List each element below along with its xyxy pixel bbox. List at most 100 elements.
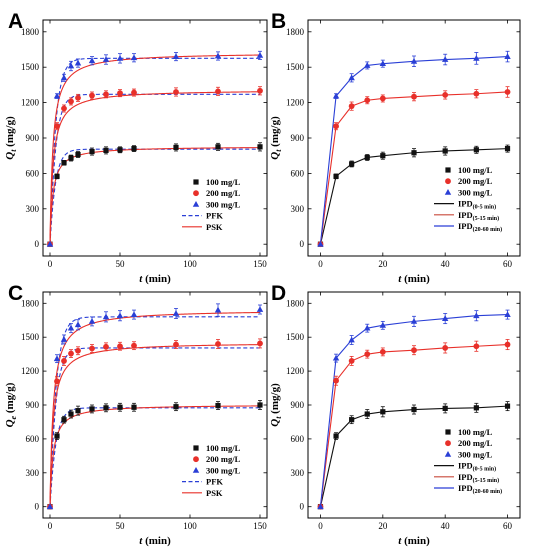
data-point: [103, 91, 109, 98]
data-point: [441, 56, 449, 62]
legend-marker: [445, 167, 451, 173]
data-point: [473, 405, 479, 411]
data-point: [68, 155, 74, 161]
data-point: [116, 312, 124, 319]
data-point: [349, 161, 355, 167]
data-point: [257, 402, 263, 408]
x-tick-label: 0: [48, 521, 53, 531]
data-point: [333, 433, 339, 439]
data-point: [348, 103, 355, 110]
series-200-mg-l: [47, 86, 263, 248]
data-point: [53, 92, 61, 99]
legend-fit-name: PFK: [206, 477, 223, 487]
panel-b: B 0 300 600 900 1200 1500 1800 0 20 40 60 t (min) Qt …: [269, 10, 521, 285]
legend-label: IPD(20-60 min): [458, 483, 502, 495]
data-point: [103, 405, 109, 411]
x-tick-label: 0: [318, 521, 323, 531]
panel-c: C 0 300 600 900 1200 1500 1800 0 50 100 150 t (min) Q…: [4, 282, 268, 547]
legend-label: 100 mg/L: [206, 177, 241, 187]
data-point: [102, 56, 110, 62]
fit-lines: [49, 311, 261, 507]
data-point: [442, 148, 448, 154]
data-point: [333, 173, 339, 179]
legend-label: PSK: [206, 488, 223, 498]
legend-label: 100 mg/L: [458, 427, 493, 437]
data-point: [54, 378, 60, 385]
data-point: [257, 340, 263, 347]
data-point: [88, 57, 96, 64]
data-point: [332, 92, 340, 99]
data-point: [411, 347, 417, 354]
legend-fit-range: (5-15 min): [473, 477, 500, 484]
data-point: [74, 59, 82, 66]
data-point: [173, 341, 179, 348]
data-point: [46, 503, 54, 510]
legend-fit-range: (5-15 min): [473, 215, 500, 222]
x-axis-variable: t: [398, 535, 402, 547]
data-point: [172, 53, 180, 59]
legend-label: PFK: [206, 477, 223, 487]
data-point: [68, 350, 74, 357]
data-point: [348, 74, 355, 81]
data-point: [102, 313, 110, 320]
y-tick-label: 1800: [21, 27, 40, 37]
legend-fit-range: (0-5 min): [473, 204, 497, 211]
data-point: [215, 88, 221, 95]
data-point: [61, 160, 67, 166]
y-tick-label: 600: [291, 434, 305, 444]
legend-marker: [445, 440, 451, 447]
data-point: [103, 147, 109, 153]
data-point: [379, 321, 387, 328]
legend-marker: [444, 189, 452, 195]
y-axis-subscript: e: [9, 415, 18, 419]
data-point: [54, 433, 60, 439]
data-point: [68, 98, 74, 105]
data-point: [60, 74, 68, 81]
data-point: [411, 150, 417, 156]
y-axis-unit: (mg/g): [4, 382, 16, 413]
legend-label: 100 mg/L: [458, 165, 493, 175]
data-point: [257, 144, 263, 150]
y-tick-label: 600: [26, 434, 40, 444]
data-point: [473, 312, 480, 319]
x-axis-variable: t: [139, 535, 143, 547]
x-tick-label: 50: [116, 521, 126, 531]
psk-fit-curve: [49, 344, 260, 507]
data-point: [333, 123, 339, 130]
legend-label: PFK: [206, 211, 223, 221]
legend-fit-range: (0-5 min): [473, 466, 497, 473]
x-tick-label: 0: [48, 259, 53, 269]
data-point: [379, 60, 387, 67]
x-axis-title: t (min): [398, 535, 430, 547]
panel-letter: B: [271, 10, 286, 33]
legend-label: PSK: [206, 222, 223, 232]
data-point: [379, 95, 386, 102]
legend-label: 200 mg/L: [458, 176, 493, 186]
series-300-mg-l: [46, 50, 264, 247]
y-tick-label: 900: [291, 133, 305, 143]
x-axis-title: t (min): [139, 535, 171, 547]
data-point: [61, 417, 67, 423]
data-point: [364, 154, 370, 161]
x-tick-label: 20: [378, 259, 388, 269]
pfk-fit-curve: [49, 347, 260, 507]
legend-fit-name: PSK: [206, 488, 223, 498]
legend-marker: [193, 179, 199, 185]
data-point: [473, 54, 480, 61]
x-axis-title: t (min): [139, 273, 171, 285]
data-point: [348, 358, 355, 364]
y-axis-subscript: t: [274, 416, 283, 419]
data-point: [89, 345, 95, 352]
series-300-mg-l: [317, 50, 511, 247]
data-point: [89, 148, 95, 155]
data-point: [75, 408, 81, 414]
y-axis-variable: Q: [269, 419, 281, 427]
legend-fit-range: (20-60 min): [473, 488, 503, 495]
legend-marker: [193, 456, 199, 463]
data-point: [215, 402, 221, 409]
legend-label: IPD(20-60 min): [458, 221, 502, 233]
data-point: [131, 89, 137, 96]
data-point: [349, 417, 355, 423]
